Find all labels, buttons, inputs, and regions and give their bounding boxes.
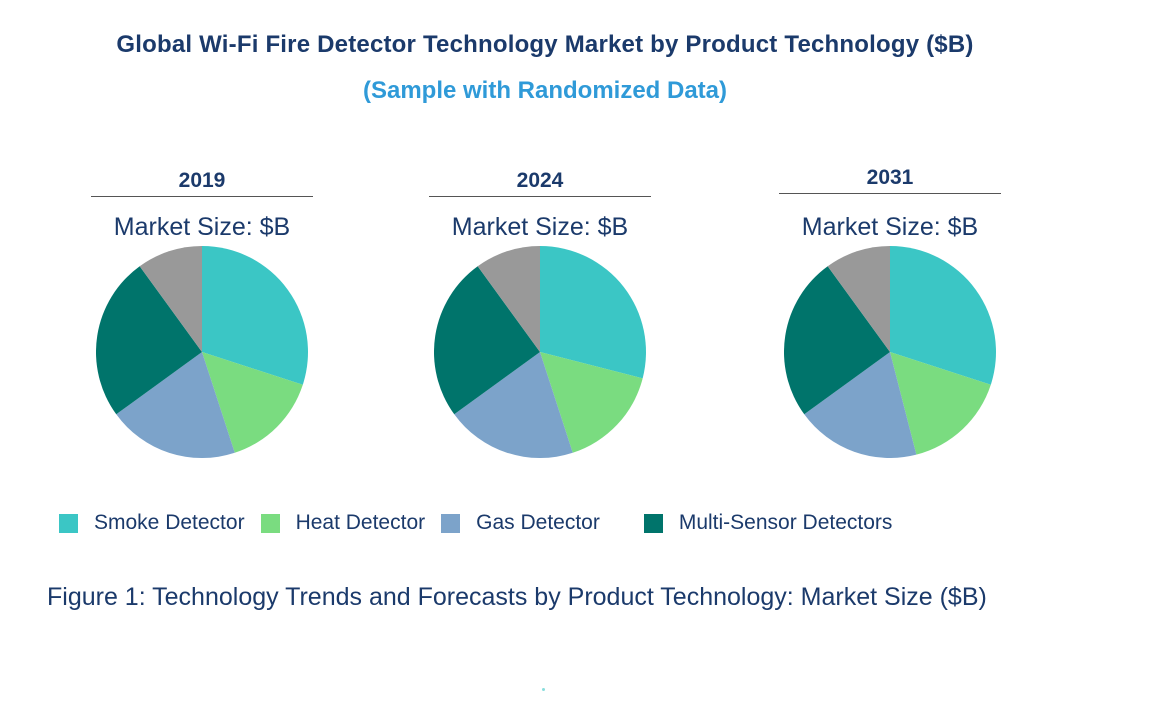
pie-slice-smoke-detector	[540, 246, 646, 379]
year-label: 2024	[516, 169, 564, 192]
legend-swatch-multi-sensor-detectors	[643, 513, 663, 533]
market-size-label: Market Size: $B	[113, 213, 291, 241]
pie-column-2019: 2019 Market Size: $B	[91, 168, 313, 458]
legend-swatch-heat-detector	[260, 513, 280, 533]
pie-slice-multi-sensor-detectors	[434, 266, 540, 415]
pie-slice-heat-detector	[540, 352, 643, 453]
year-label: 2019	[178, 169, 226, 192]
legend-label-multi-sensor-detectors: Multi-Sensor Detectors	[678, 511, 893, 534]
year-header: 2019	[91, 168, 313, 197]
pie-slice-gas-detector	[804, 352, 917, 458]
figure-caption: Figure 1: Technology Trends and Forecast…	[47, 583, 987, 611]
legend-label-smoke-detector: Smoke Detector	[94, 511, 245, 534]
pie-slice-gas-detector	[454, 352, 573, 458]
legend-item-gas-detector: Gas Detector	[441, 511, 600, 535]
legend: Smoke Detector Heat Detector Gas Detecto…	[59, 511, 908, 535]
pie-slice-heat-detector	[890, 352, 991, 455]
pie-chart-2031	[784, 246, 996, 458]
year-header: 2031	[779, 165, 1001, 194]
year-underline	[91, 196, 313, 197]
pie-slice-gas-detector	[116, 352, 235, 458]
legend-swatch-smoke-detector	[59, 513, 78, 533]
chart-title: Global Wi-Fi Fire Detector Technology Ma…	[116, 31, 974, 58]
legend-label-gas-detector: Gas Detector	[476, 511, 600, 534]
year-underline	[779, 193, 1001, 194]
legend-item-multi-sensor-detectors: Multi-Sensor Detectors	[643, 511, 893, 535]
pie-slice-heat-detector	[202, 352, 303, 453]
legend-label-heat-detector: Heat Detector	[295, 511, 426, 534]
pie-chart-2019	[96, 246, 308, 458]
legend-swatch-gas-detector	[441, 513, 461, 533]
stray-dot	[542, 688, 545, 691]
pie-slice-other	[477, 246, 540, 352]
pie-slice-other	[139, 246, 202, 352]
legend-item-smoke-detector: Smoke Detector	[59, 511, 245, 535]
market-size-label: Market Size: $B	[451, 213, 629, 241]
year-label: 2031	[866, 166, 914, 189]
market-size-label: Market Size: $B	[801, 213, 979, 241]
pie-column-2031: 2031 Market Size: $B	[779, 165, 1001, 458]
chart-subtitle: (Sample with Randomized Data)	[362, 77, 728, 104]
pie-slice-multi-sensor-detectors	[96, 266, 202, 415]
pie-slice-smoke-detector	[890, 246, 996, 385]
pie-slice-smoke-detector	[202, 246, 308, 385]
pie-slice-other	[827, 246, 890, 352]
pie-slice-multi-sensor-detectors	[784, 266, 890, 415]
year-header: 2024	[429, 168, 651, 197]
legend-item-heat-detector: Heat Detector	[260, 511, 426, 535]
pie-column-2024: 2024 Market Size: $B	[429, 168, 651, 458]
year-underline	[429, 196, 651, 197]
pie-chart-2024	[434, 246, 646, 458]
